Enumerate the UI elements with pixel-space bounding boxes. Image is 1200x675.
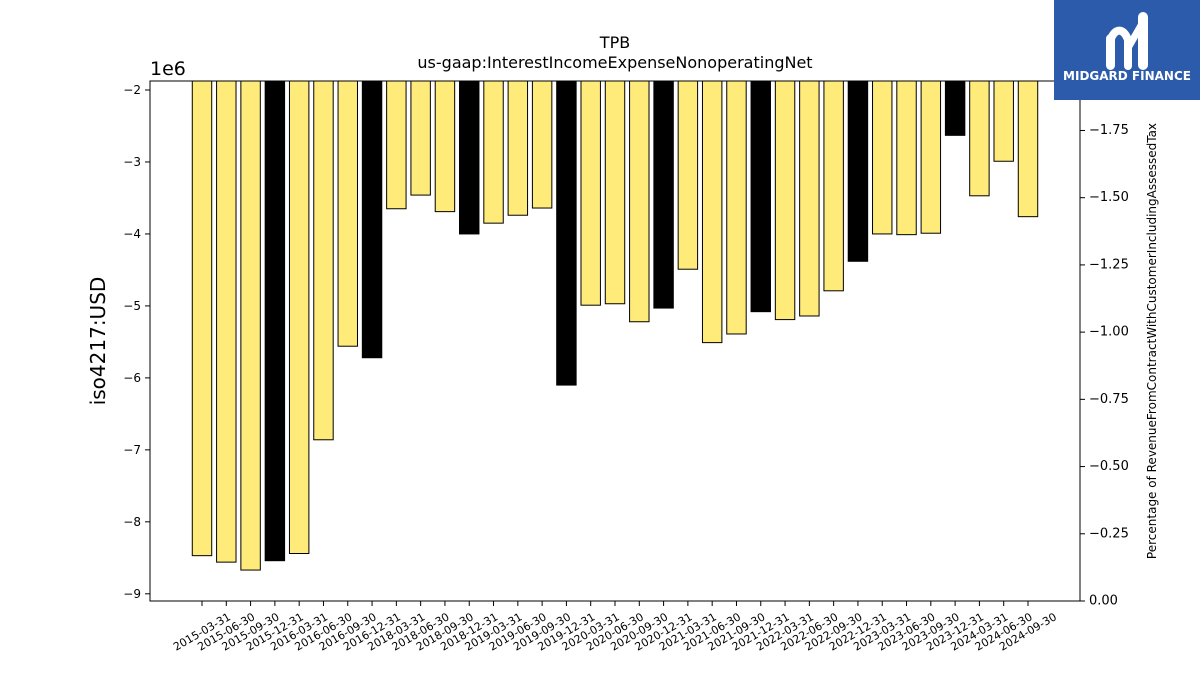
midgard-logo: MIDGARD FINANCE — [1054, 0, 1200, 100]
bar — [507, 80, 529, 216]
chart-title: TPB — [599, 33, 630, 52]
y-tick-label: −4 — [123, 227, 141, 241]
y2-tick-label: −1.25 — [1089, 257, 1129, 272]
midgard-logo-icon — [1106, 12, 1148, 70]
bar — [361, 80, 383, 359]
logo-text: MIDGARD FINANCE — [1063, 69, 1191, 83]
y2-tick-label: −0.50 — [1089, 459, 1129, 474]
bar — [872, 80, 893, 235]
bar-series — [191, 80, 1039, 571]
bar — [823, 80, 844, 292]
bar — [799, 80, 820, 317]
bar — [750, 80, 771, 313]
y2-tick-label: −1.50 — [1089, 190, 1129, 205]
y-axis: −2 −3 −4 −5 −6 −7 −8 −9 — [123, 83, 150, 601]
bar — [993, 80, 1014, 162]
y2-tick-label: −1.00 — [1089, 325, 1129, 340]
y2-tick-label: 0.00 — [1089, 594, 1118, 609]
bar — [264, 80, 286, 562]
x-axis: 2015-03-312015-06-302015-09-302015-12-31… — [171, 601, 1059, 654]
bar — [677, 80, 699, 270]
plot-frame — [149, 80, 1081, 602]
y-tick-label: −2 — [123, 83, 141, 97]
bar — [483, 80, 504, 224]
bar — [531, 80, 553, 209]
y-axis-offset-label: 1e6 — [150, 58, 186, 80]
bar — [556, 80, 577, 386]
bar — [240, 80, 261, 571]
bar — [969, 80, 990, 197]
bar — [629, 80, 650, 323]
y-tick-label: −9 — [123, 587, 141, 601]
y-tick-label: −5 — [123, 299, 141, 313]
y-tick-label: −8 — [123, 515, 141, 529]
bar — [313, 80, 334, 441]
bar — [726, 80, 747, 335]
y-tick-label: −3 — [123, 155, 141, 169]
bar — [774, 80, 796, 321]
bar — [288, 80, 310, 554]
bar — [410, 80, 431, 196]
bar — [653, 80, 674, 309]
y2-tick-label: −0.75 — [1089, 392, 1129, 407]
bar — [191, 80, 213, 557]
y-axis-label: iso4217:USD — [86, 277, 110, 406]
bar — [604, 80, 626, 305]
bar — [459, 80, 480, 235]
y-tick-label: −7 — [123, 443, 141, 457]
bar — [896, 80, 917, 236]
y2-tick-label: −0.25 — [1089, 526, 1129, 541]
bar — [1017, 80, 1039, 218]
bar — [434, 80, 456, 213]
bar — [944, 80, 966, 136]
bar — [216, 80, 237, 563]
bar — [580, 80, 601, 306]
chart-subtitle: us-gaap:InterestIncomeExpenseNonoperatin… — [417, 53, 812, 72]
bar — [337, 80, 358, 347]
bar — [847, 80, 869, 262]
bar — [701, 80, 723, 344]
y2-axis: 0.00 −0.25 −0.50 −0.75 −1.00 −1.25 −1.50 −1.75 — [1080, 123, 1129, 609]
bar — [386, 80, 407, 210]
bar — [920, 80, 942, 234]
y2-tick-label: −1.75 — [1089, 123, 1129, 138]
y2-axis-label: Percentage of RevenueFromContractWithCus… — [1145, 123, 1159, 559]
y-tick-label: −6 — [123, 371, 141, 385]
